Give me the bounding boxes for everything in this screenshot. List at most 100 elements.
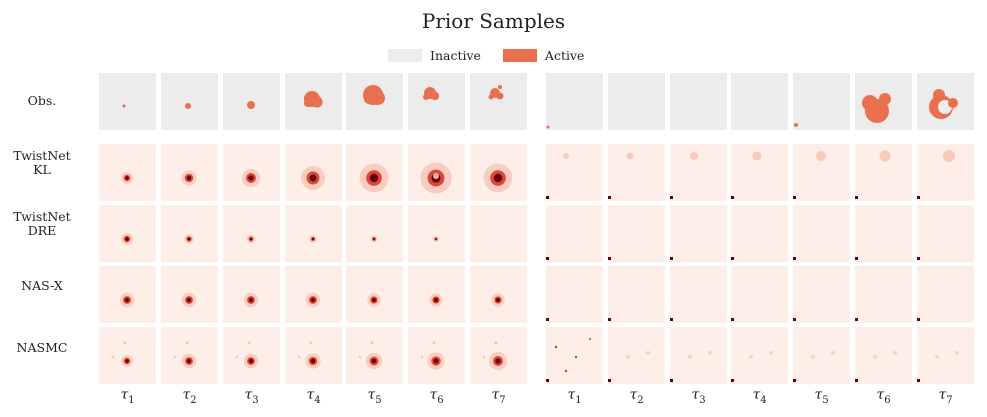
sample-heatmap <box>608 257 611 260</box>
row-label-line: Obs. <box>27 93 57 108</box>
sample-heatmap <box>420 341 445 370</box>
sample-heatmap <box>181 292 197 308</box>
legend-active-label: Active <box>544 48 585 63</box>
nasmc-right-tau3-cell <box>670 327 727 384</box>
sample-heatmap <box>546 153 569 199</box>
nas-x-left-tau5-cell <box>346 266 403 323</box>
sample-heatmap <box>420 162 452 194</box>
sample-heatmap <box>185 103 191 109</box>
tau-label-right-6: τ6 <box>876 387 891 406</box>
tau-label-left-1: τ1 <box>120 387 135 406</box>
row-label-twistnet-kl: TwistNet KL <box>0 149 84 177</box>
sample-heatmap <box>862 93 891 123</box>
obs-right-tau7-cell <box>917 73 974 130</box>
obs-right-tau3-cell <box>670 73 727 130</box>
sample-heatmap <box>181 170 197 186</box>
legend-inactive-label: Inactive <box>430 48 481 63</box>
sample-heatmap <box>793 151 826 199</box>
sample-heatmap <box>297 341 321 369</box>
tau-label-left-6: τ6 <box>429 387 444 406</box>
sample-heatmap <box>309 235 317 243</box>
sample-heatmap <box>855 257 858 260</box>
figure-title: Prior Samples <box>421 9 566 33</box>
row-label-nas-x: NAS-X <box>0 279 84 293</box>
nasmc-left-tau1-cell <box>99 327 156 384</box>
twistnet-kl-right-tau2-cell <box>608 144 665 201</box>
twistnet-kl-left-tau3-cell <box>223 144 280 201</box>
sample-heatmap <box>546 125 550 129</box>
nas-x-left-tau4-cell <box>285 266 342 323</box>
nasmc-left-tau3-cell <box>223 327 280 384</box>
row-label-line: TwistNet <box>13 148 71 163</box>
sample-heatmap <box>491 293 505 307</box>
sample-heatmap <box>122 104 126 108</box>
row-label-nasmc: NASMC <box>0 341 84 355</box>
twistnet-dre-right-tau2-cell <box>608 205 665 262</box>
twistnet-dre-right-tau3-cell <box>670 205 727 262</box>
nasmc-right-tau2-cell <box>608 327 665 384</box>
tau-label-left-4: τ4 <box>306 387 321 406</box>
sample-heatmap <box>482 341 508 371</box>
nasmc-left-tau4-cell <box>285 327 342 384</box>
obs-left-tau2-cell <box>161 73 218 130</box>
obs-right-tau4-cell <box>731 73 788 130</box>
sample-heatmap <box>793 257 796 260</box>
twistnet-kl-right-tau7-cell <box>917 144 974 201</box>
sample-heatmap <box>608 152 634 199</box>
twistnet-dre-right-tau1-cell <box>546 205 603 262</box>
twistnet-dre-left-tau5-cell <box>346 205 403 262</box>
nas-x-left-tau3-cell <box>223 266 280 323</box>
nas-x-right-tau1-cell <box>546 266 603 323</box>
sample-heatmap <box>423 87 440 101</box>
twistnet-kl-left-tau2-cell <box>161 144 218 201</box>
sample-heatmap <box>793 318 796 321</box>
sample-heatmap <box>363 85 385 105</box>
nasmc-right-tau6-cell <box>855 327 912 384</box>
legend-active-swatch <box>502 49 537 62</box>
row-label-line: KL <box>33 162 51 177</box>
twistnet-kl-right-tau1-cell <box>546 144 603 201</box>
twistnet-kl-right-tau6-cell <box>855 144 912 201</box>
sample-heatmap <box>670 257 673 260</box>
sample-heatmap <box>433 236 439 242</box>
sample-heatmap <box>855 150 891 199</box>
obs-left-tau5-cell <box>346 73 403 130</box>
tau-label-right-5: τ5 <box>814 387 829 406</box>
nasmc-left-tau7-cell <box>470 327 527 384</box>
tau-label-left-2: τ2 <box>182 387 197 406</box>
nas-x-right-tau3-cell <box>670 266 727 323</box>
sample-heatmap <box>247 101 255 109</box>
twistnet-kl-right-tau3-cell <box>670 144 727 201</box>
row-label-line: NASMC <box>16 340 68 355</box>
sample-heatmap <box>731 257 734 260</box>
sample-heatmap <box>184 234 194 244</box>
tau-label-left-5: τ5 <box>367 387 382 406</box>
sample-heatmap <box>305 292 321 308</box>
sample-heatmap <box>855 351 897 382</box>
sample-heatmap <box>731 73 788 130</box>
sample-heatmap <box>370 235 378 243</box>
sample-heatmap <box>111 341 133 367</box>
twistnet-kl-left-tau5-cell <box>346 144 403 201</box>
nas-x-right-tau4-cell <box>731 266 788 323</box>
sample-heatmap <box>546 338 591 382</box>
twistnet-dre-right-tau5-cell <box>793 205 850 262</box>
sample-heatmap <box>358 341 383 370</box>
sample-heatmap <box>917 318 920 321</box>
sample-heatmap <box>546 257 549 260</box>
sample-heatmap <box>917 351 959 382</box>
sample-heatmap <box>731 318 734 321</box>
sample-heatmap <box>367 293 381 307</box>
sample-heatmap <box>793 351 835 382</box>
nas-x-right-tau2-cell <box>608 266 665 323</box>
tau-label-right-1: τ1 <box>567 387 582 406</box>
tau-label-right-3: τ3 <box>691 387 706 406</box>
obs-right-tau1-cell <box>546 73 603 130</box>
tau-label-right-4: τ4 <box>752 387 767 406</box>
twistnet-dre-left-tau2-cell <box>161 205 218 262</box>
obs-left-tau6-cell <box>408 73 465 130</box>
twistnet-kl-left-tau7-cell <box>470 144 527 201</box>
row-label-line: NAS-X <box>21 278 63 293</box>
sample-heatmap <box>731 351 773 382</box>
sample-heatmap <box>670 73 727 130</box>
